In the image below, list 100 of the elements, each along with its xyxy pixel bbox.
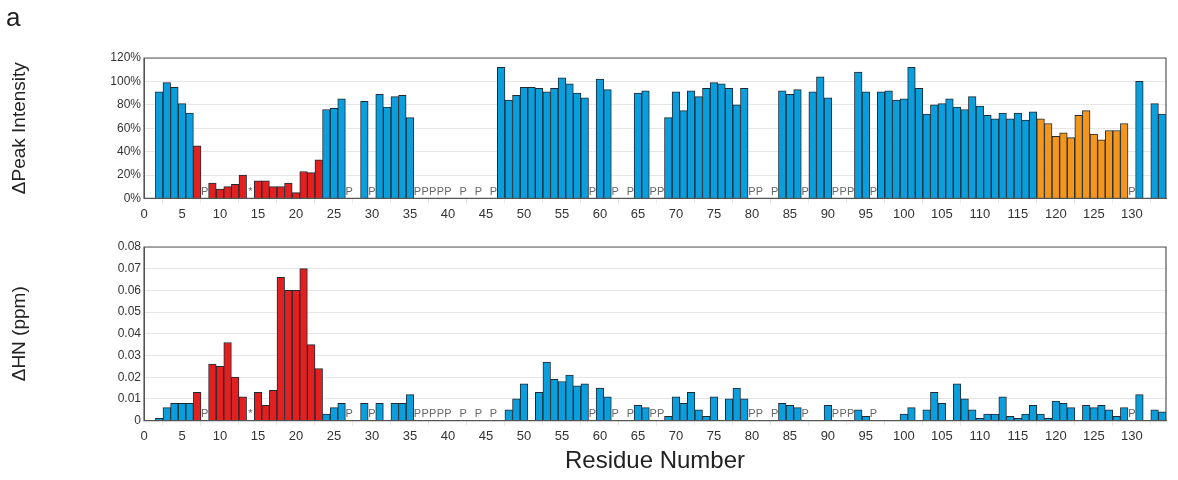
text: P: [839, 407, 847, 420]
x-tick-label: 75: [706, 205, 722, 221]
y-tick-label: 0%: [123, 190, 142, 205]
text: P: [588, 184, 596, 197]
y-tick-label: 0.01: [117, 391, 142, 406]
text: P: [755, 407, 764, 420]
x-tick-label: 65: [630, 205, 646, 221]
x-tick-label: 45: [478, 427, 494, 443]
x-tick-label: 130: [1120, 205, 1143, 221]
x-tick-label: 115: [1007, 205, 1029, 221]
text: P: [444, 184, 452, 197]
x-tick-label: 80: [744, 427, 760, 443]
y-tick-label: 0.07: [117, 261, 142, 276]
text: P: [649, 407, 657, 420]
x-tick-label: 100: [893, 427, 915, 443]
text: P: [771, 184, 779, 197]
text: P: [611, 184, 619, 197]
x-tick-label: 45: [478, 205, 494, 221]
x-tick-label: 10: [212, 427, 228, 443]
x-tick-label: 80: [744, 205, 760, 221]
x-tick-label: 55: [554, 205, 570, 221]
x-tick-label: 90: [820, 205, 836, 221]
text: P: [436, 407, 445, 420]
text: P: [755, 184, 764, 197]
x-tick-label: 100: [893, 205, 915, 221]
x-tick-label: 50: [516, 427, 532, 443]
text: *: [248, 407, 253, 420]
x-tick-label: 60: [592, 427, 608, 443]
x-tick-label: 120: [1044, 205, 1067, 221]
x-tick-label: 30: [364, 427, 380, 443]
text: P: [368, 407, 376, 420]
text: P: [436, 184, 445, 197]
y-tick-label: 0.04: [117, 326, 142, 341]
text: P: [588, 407, 596, 420]
y-tick-label: 0.05: [117, 304, 142, 319]
x-tick-label: 65: [630, 427, 646, 443]
x-tick-label: 130: [1120, 427, 1143, 443]
x-tick-label: 35: [402, 427, 418, 443]
text: P: [657, 407, 665, 420]
x-tick-label: 35: [402, 205, 418, 221]
text: P: [474, 407, 483, 420]
x-tick-label: 25: [326, 205, 342, 221]
x-tick-label: 10: [212, 205, 228, 221]
text: P: [846, 407, 855, 420]
text: P: [748, 184, 756, 197]
x-tick-label: 70: [668, 205, 684, 221]
x-tick-label: 85: [782, 427, 798, 443]
text: P: [748, 407, 756, 420]
x-tick-label: 55: [554, 427, 570, 443]
x-tick-label: 20: [288, 427, 304, 443]
y-axis-title: ΔPeak Intensity: [7, 61, 29, 195]
x-tick-label: 5: [178, 427, 186, 443]
x-tick-label: 110: [969, 427, 991, 443]
x-tick-label: 40: [440, 205, 456, 221]
x-tick-label: 105: [930, 205, 953, 221]
text: *: [248, 184, 253, 197]
x-tick-label: 15: [250, 205, 266, 221]
text: P: [459, 184, 467, 197]
x-tick-label: 30: [364, 205, 380, 221]
text: P: [345, 407, 353, 420]
text: P: [846, 184, 855, 197]
y-tick-label: 0.08: [117, 239, 142, 254]
x-axis-title: Residue Number: [564, 446, 746, 474]
x-tick-label: 70: [668, 427, 684, 443]
x-tick-label: 125: [1082, 427, 1105, 443]
text: P: [368, 184, 376, 197]
x-tick-label: 25: [326, 427, 342, 443]
x-tick-label: 5: [178, 205, 186, 221]
text: P: [489, 407, 498, 420]
y-tick-label: 0.02: [117, 369, 142, 384]
x-tick-label: 105: [930, 427, 953, 443]
text: P: [421, 184, 429, 197]
text: P: [801, 184, 809, 197]
text: P: [459, 407, 467, 420]
text: P: [626, 184, 634, 197]
text: P: [474, 184, 483, 197]
x-tick-label: 120: [1044, 427, 1067, 443]
text: P: [345, 184, 353, 197]
text: P: [201, 184, 209, 197]
text: P: [413, 184, 422, 197]
text: P: [831, 407, 840, 420]
text: P: [649, 184, 657, 197]
text: P: [429, 184, 437, 197]
x-tick-label: 95: [858, 205, 874, 221]
y-tick-label: 60%: [116, 120, 142, 135]
y-tick-label: 120%: [110, 50, 142, 65]
text: P: [831, 184, 840, 197]
y-axis-title: ΔHN (ppm): [7, 286, 29, 382]
x-tick-label: 50: [516, 205, 532, 221]
x-tick-label: 75: [706, 427, 722, 443]
text: P: [444, 407, 452, 420]
text: P: [421, 407, 429, 420]
y-tick-label: 0.06: [117, 282, 142, 297]
text: P: [626, 407, 634, 420]
x-tick-label: 85: [782, 205, 798, 221]
text: P: [869, 407, 878, 420]
x-tick-label: 60: [592, 205, 608, 221]
text: P: [429, 407, 437, 420]
text: P: [1128, 184, 1136, 197]
x-tick-label: 15: [250, 427, 266, 443]
